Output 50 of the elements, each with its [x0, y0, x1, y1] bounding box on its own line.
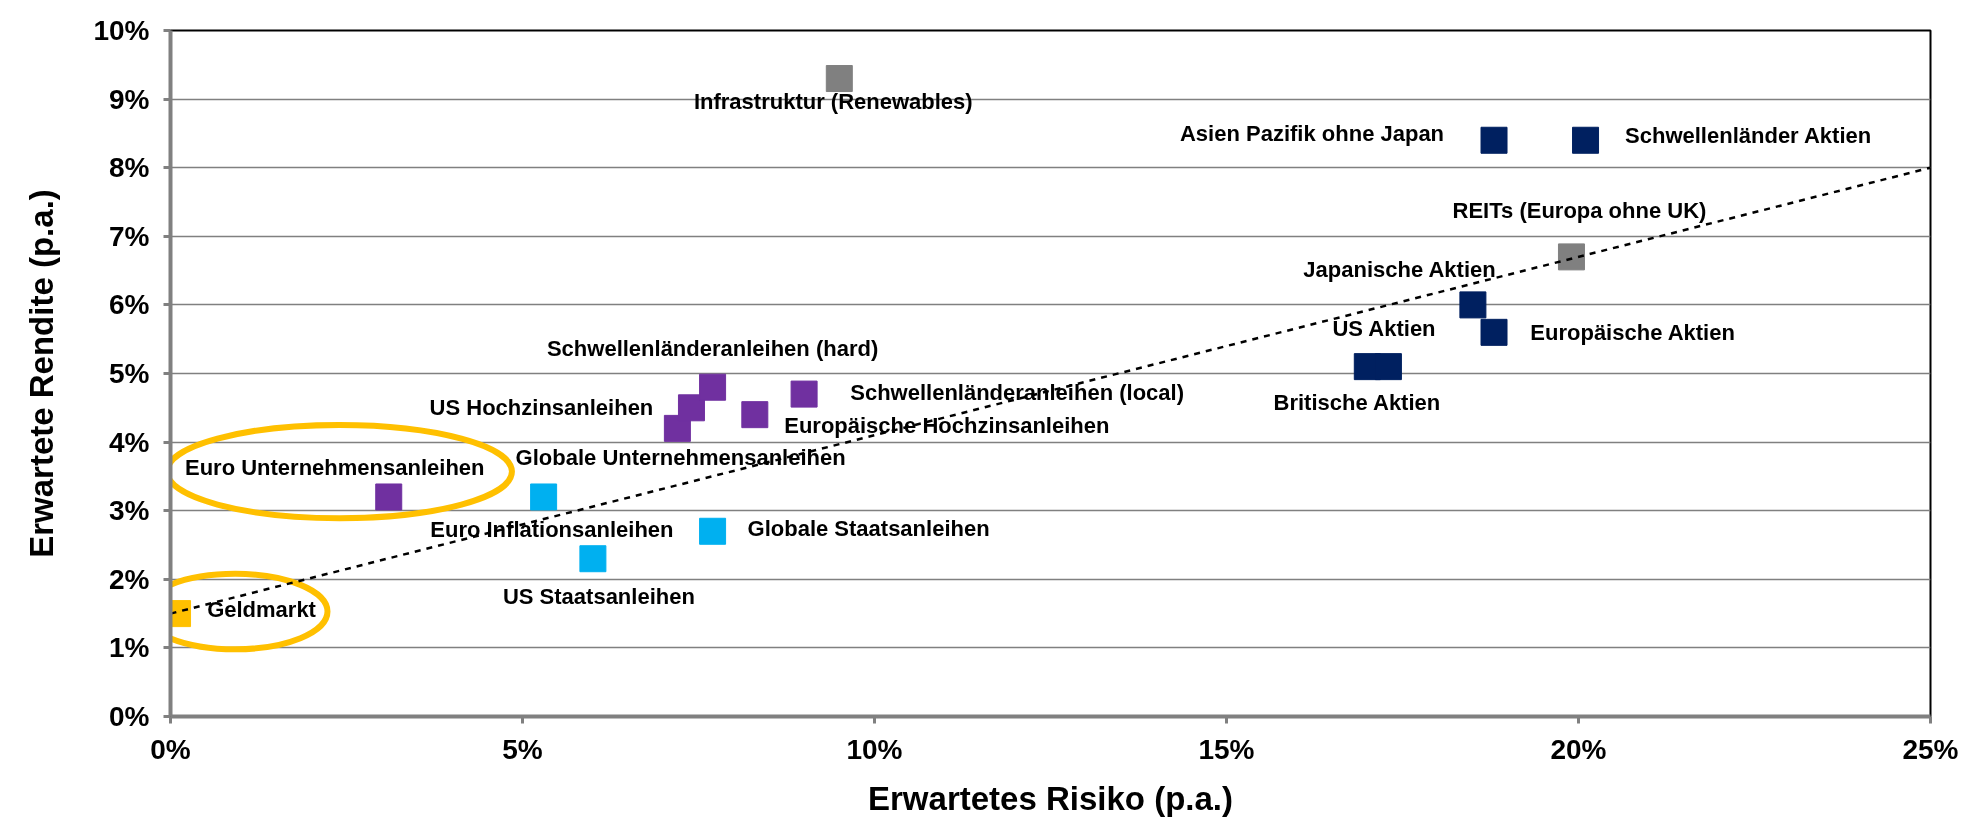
y-tick-label: 8% [109, 152, 150, 184]
annotation: REITs (Europa ohne UK) [1452, 198, 1707, 224]
y-tick-label: 0% [109, 701, 150, 732]
annotation: Schwellenländeranleihen (hard) [546, 335, 879, 361]
point [699, 373, 727, 401]
annotation: Japanische Aktien [1303, 257, 1496, 283]
y-tick-label: 1% [109, 632, 150, 664]
y-axis-title: Erwartete Rendite (p.a.) [23, 189, 61, 558]
point [579, 545, 607, 573]
x-tick-label: 15% [1198, 733, 1255, 765]
point [790, 380, 818, 408]
annotation: US Hochzinsanleihen [429, 395, 654, 421]
annotation: Infrastruktur (Renewables) [693, 89, 973, 115]
annotation: US Aktien [1332, 316, 1436, 342]
point [1557, 243, 1585, 271]
annotation: Asien Pazifik ohne Japan [1179, 120, 1445, 146]
y-tick-label: 7% [109, 220, 150, 252]
x-tick-label: 25% [1902, 733, 1959, 765]
point [1480, 126, 1508, 154]
annotation: Schwellenländer Aktien [1625, 122, 1872, 148]
x-tick-label: 10% [846, 733, 903, 765]
x-tick-label: 0% [150, 733, 191, 765]
y-tick-label: 9% [109, 83, 150, 115]
point [375, 483, 403, 511]
y-tick-label: 3% [109, 495, 150, 527]
x-tick-label: 20% [1550, 733, 1607, 765]
annotation: Euro Unternehmensanleihen [184, 455, 485, 481]
point [677, 394, 705, 422]
annotation: US Staatsanleihen [502, 584, 695, 610]
point [1374, 353, 1402, 381]
point [699, 517, 727, 545]
annotation: Britische Aktien [1273, 390, 1441, 416]
annotation: Globale Staatsanleihen [747, 515, 990, 541]
point [1459, 291, 1487, 319]
point [1480, 318, 1508, 346]
point [1572, 126, 1600, 154]
annotation: Euro Inflationsanleihen [430, 517, 674, 543]
y-tick-label: 6% [109, 289, 150, 321]
point [741, 401, 769, 429]
point [530, 483, 558, 511]
y-tick-label: 4% [109, 426, 150, 458]
annotation: Europäische Aktien [1530, 319, 1735, 345]
y-tick-label: 5% [109, 358, 150, 389]
y-tick-label: 2% [109, 563, 150, 595]
y-tick-label: 10% [93, 15, 150, 46]
x-axis-title: Erwartetes Risiko (p.a.) [868, 779, 1233, 817]
annotation: Geldmarkt [207, 597, 317, 623]
x-tick-label: 5% [502, 733, 543, 765]
annotation: Europäische Hochzinsanleihen [784, 413, 1110, 439]
point [825, 65, 853, 93]
